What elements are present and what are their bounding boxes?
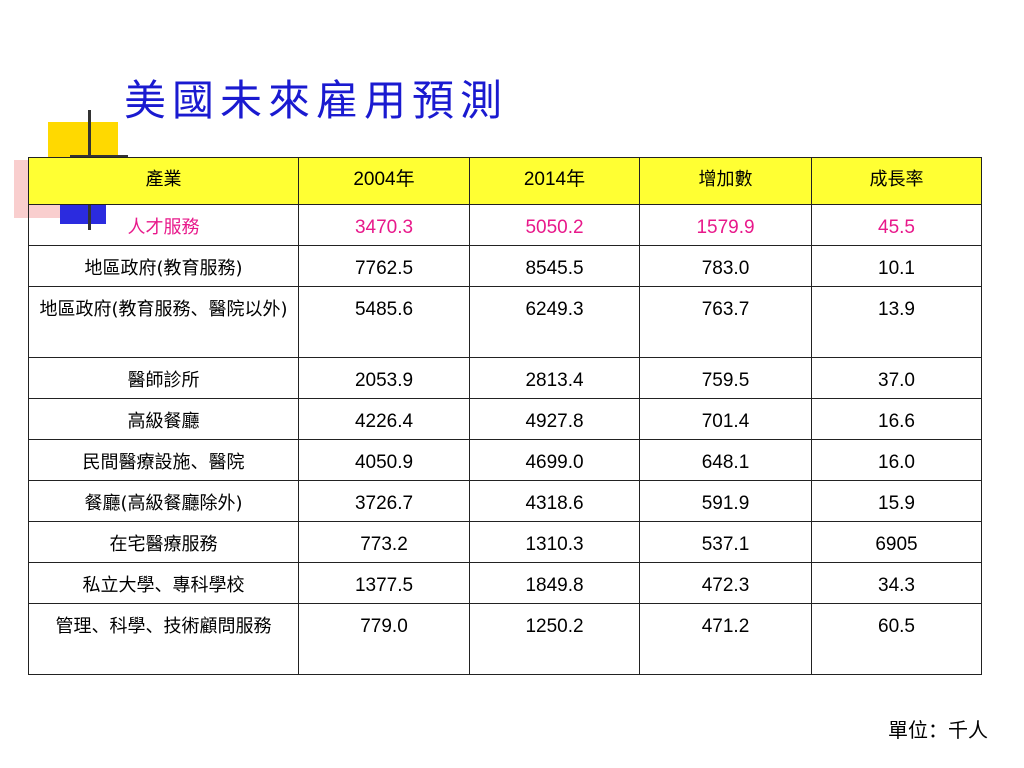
value-2014-cell: 6249.3 xyxy=(469,286,640,358)
table-row: 在宅醫療服務 773.2 1310.3 537.1 6905 xyxy=(28,521,982,563)
employment-forecast-table: 產業 2004年 2014年 增加數 成長率 人才服務 3470.3 5050.… xyxy=(28,157,982,675)
value-2004-cell: 2053.9 xyxy=(298,357,470,399)
value-2004-cell: 7762.5 xyxy=(298,245,470,287)
growth-rate-cell: 13.9 xyxy=(811,286,982,358)
growth-rate-cell: 10.1 xyxy=(811,245,982,287)
table-row: 高級餐廳 4226.4 4927.8 701.4 16.6 xyxy=(28,398,982,440)
table-row: 私立大學、專科學校 1377.5 1849.8 472.3 34.3 xyxy=(28,562,982,604)
growth-rate-cell: 16.0 xyxy=(811,439,982,481)
value-2014-cell: 8545.5 xyxy=(469,245,640,287)
table-row: 醫師診所 2053.9 2813.4 759.5 37.0 xyxy=(28,357,982,399)
value-2014-cell: 5050.2 xyxy=(469,204,640,246)
table-row: 人才服務 3470.3 5050.2 1579.9 45.5 xyxy=(28,204,982,246)
industry-cell: 地區政府(教育服務、醫院以外) xyxy=(28,286,299,358)
table-row: 民間醫療設施、醫院 4050.9 4699.0 648.1 16.0 xyxy=(28,439,982,481)
industry-cell: 管理、科學、技術顧問服務 xyxy=(28,603,299,675)
header-industry: 產業 xyxy=(28,157,299,205)
value-2014-cell: 1250.2 xyxy=(469,603,640,675)
value-2014-cell: 4927.8 xyxy=(469,398,640,440)
increase-cell: 472.3 xyxy=(639,562,812,604)
growth-rate-cell: 15.9 xyxy=(811,480,982,522)
value-2004-cell: 1377.5 xyxy=(298,562,470,604)
table-header-row: 產業 2004年 2014年 增加數 成長率 xyxy=(28,157,982,205)
increase-cell: 759.5 xyxy=(639,357,812,399)
header-2014: 2014年 xyxy=(469,157,640,205)
increase-cell: 763.7 xyxy=(639,286,812,358)
growth-rate-cell: 6905 xyxy=(811,521,982,563)
increase-cell: 783.0 xyxy=(639,245,812,287)
value-2004-cell: 5485.6 xyxy=(298,286,470,358)
value-2004-cell: 773.2 xyxy=(298,521,470,563)
industry-cell: 餐廳(高級餐廳除外) xyxy=(28,480,299,522)
header-growth-rate: 成長率 xyxy=(811,157,982,205)
value-2004-cell: 3726.7 xyxy=(298,480,470,522)
industry-cell: 在宅醫療服務 xyxy=(28,521,299,563)
value-2004-cell: 779.0 xyxy=(298,603,470,675)
value-2014-cell: 1849.8 xyxy=(469,562,640,604)
value-2014-cell: 4699.0 xyxy=(469,439,640,481)
increase-cell: 471.2 xyxy=(639,603,812,675)
header-increase: 增加數 xyxy=(639,157,812,205)
value-2014-cell: 2813.4 xyxy=(469,357,640,399)
increase-cell: 701.4 xyxy=(639,398,812,440)
value-2014-cell: 4318.6 xyxy=(469,480,640,522)
value-2004-cell: 4226.4 xyxy=(298,398,470,440)
increase-cell: 537.1 xyxy=(639,521,812,563)
unit-note: 單位：千人 xyxy=(888,718,988,742)
growth-rate-cell: 45.5 xyxy=(811,204,982,246)
table-row: 地區政府(教育服務、醫院以外) 5485.6 6249.3 763.7 13.9 xyxy=(28,286,982,358)
increase-cell: 648.1 xyxy=(639,439,812,481)
industry-cell: 醫師診所 xyxy=(28,357,299,399)
table-row: 地區政府(教育服務) 7762.5 8545.5 783.0 10.1 xyxy=(28,245,982,287)
table-row: 管理、科學、技術顧問服務 779.0 1250.2 471.2 60.5 xyxy=(28,603,982,675)
industry-cell: 人才服務 xyxy=(28,204,299,246)
growth-rate-cell: 16.6 xyxy=(811,398,982,440)
value-2004-cell: 3470.3 xyxy=(298,204,470,246)
header-2004: 2004年 xyxy=(298,157,470,205)
growth-rate-cell: 34.3 xyxy=(811,562,982,604)
decorative-horizontal-line xyxy=(70,155,128,158)
value-2004-cell: 4050.9 xyxy=(298,439,470,481)
industry-cell: 私立大學、專科學校 xyxy=(28,562,299,604)
industry-cell: 民間醫療設施、醫院 xyxy=(28,439,299,481)
growth-rate-cell: 37.0 xyxy=(811,357,982,399)
increase-cell: 591.9 xyxy=(639,480,812,522)
value-2014-cell: 1310.3 xyxy=(469,521,640,563)
increase-cell: 1579.9 xyxy=(639,204,812,246)
industry-cell: 高級餐廳 xyxy=(28,398,299,440)
growth-rate-cell: 60.5 xyxy=(811,603,982,675)
slide-title: 美國未來雇用預測 xyxy=(124,76,509,125)
industry-cell: 地區政府(教育服務) xyxy=(28,245,299,287)
table-row: 餐廳(高級餐廳除外) 3726.7 4318.6 591.9 15.9 xyxy=(28,480,982,522)
